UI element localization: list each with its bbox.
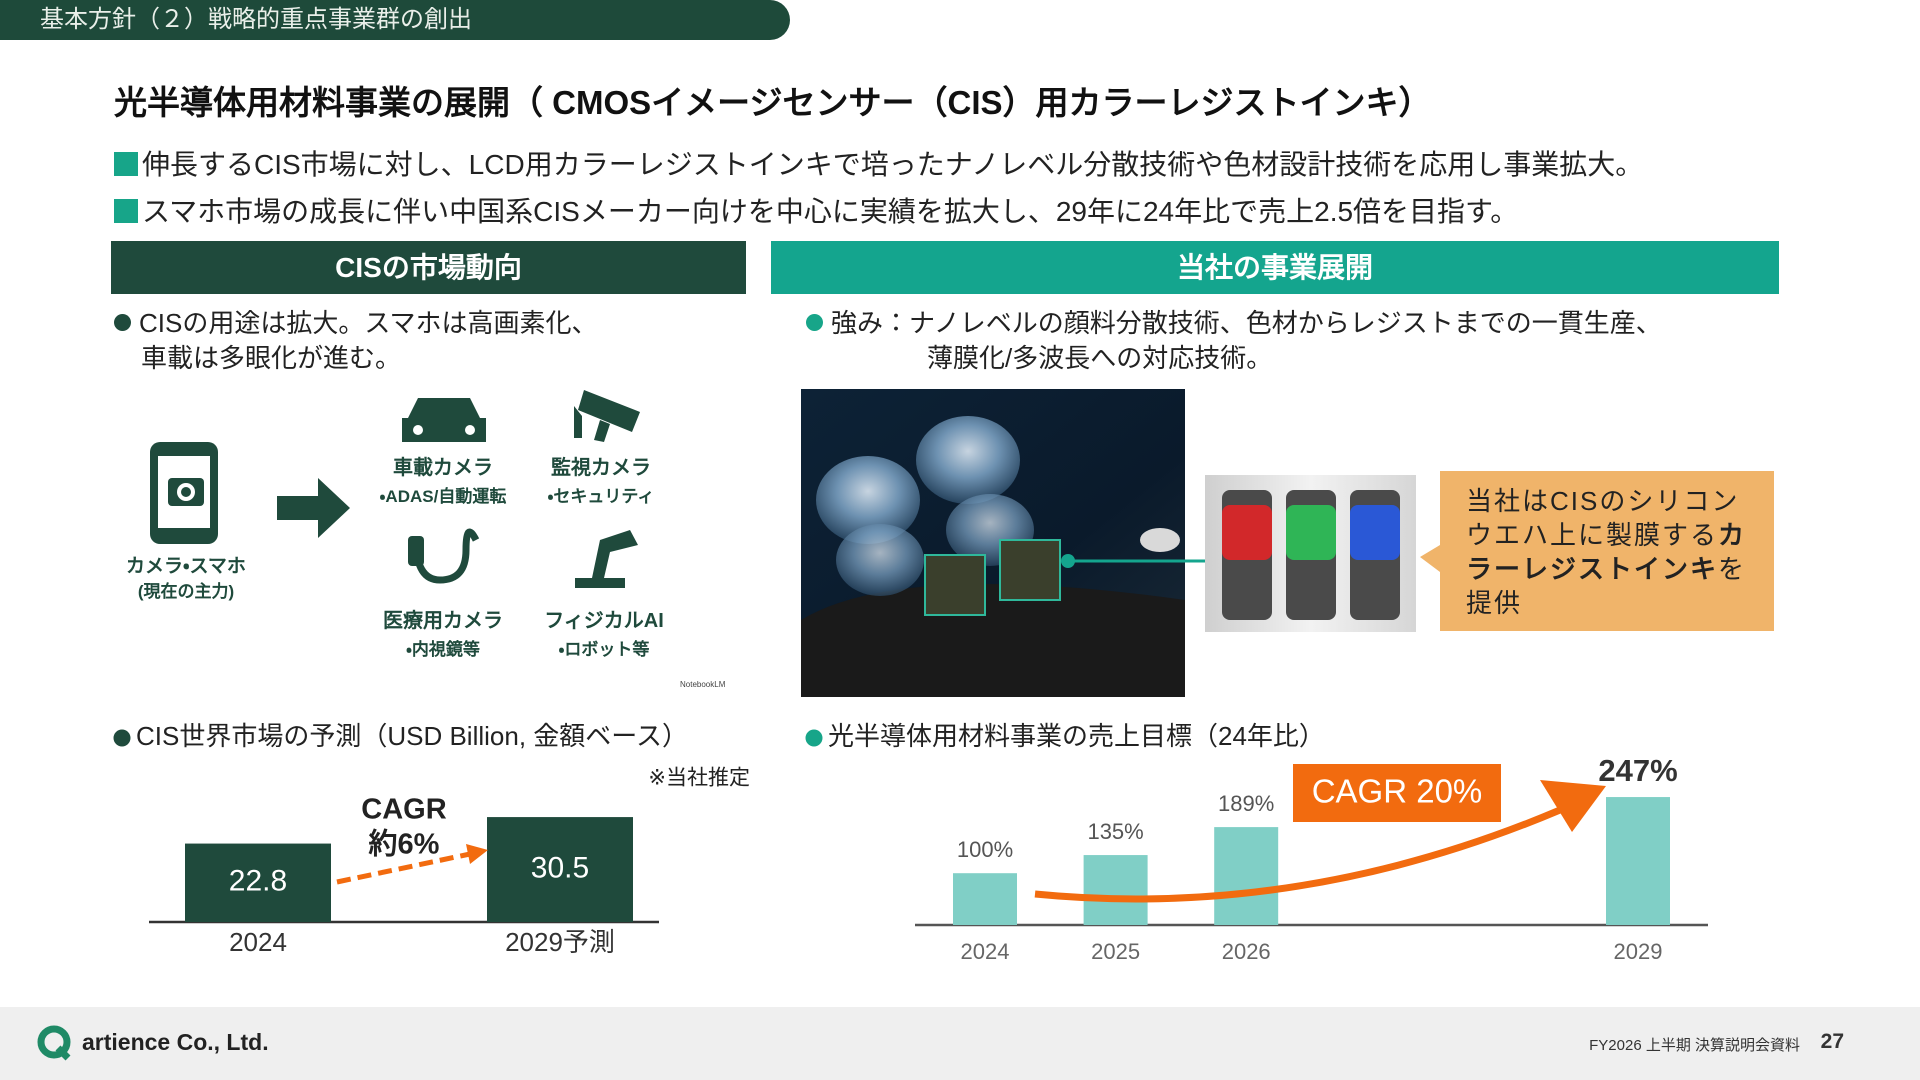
company-name: artience Co., Ltd. (82, 1029, 269, 1055)
category-label: 2029 (1614, 939, 1663, 964)
label: ・内視鏡等 (406, 640, 480, 659)
callout-text: 当社はCISのシリコンウエハ上に製膜するカラーレジストインキを提供 (1466, 484, 1756, 620)
bar (185, 843, 331, 922)
label: カメラ・スマホ (126, 556, 246, 577)
growth-arrow (1034, 806, 1562, 903)
chart-note: ※当社推定 (648, 767, 750, 790)
bullet-text: スマホ市場の成長に伴い中国系CISメーカー向けを中心に実績を拡大し、29年に24… (142, 196, 1519, 227)
bar (1214, 827, 1279, 925)
bullet-text: 伸長するCIS市場に対し、LCD用カラーレジストインキで培ったナノレベル分散技術… (142, 149, 1644, 180)
image-credit: NotebookLM (680, 680, 726, 689)
annotation: CAGR (361, 794, 446, 826)
bullet-text: CISの用途は拡大。スマホは高画素化、 (139, 308, 598, 338)
callout-text-part: 当社はCISのシリコンウエハ上に製膜する (1466, 486, 1740, 550)
bullet-dot (113, 729, 131, 747)
label: (現在の主力) (137, 582, 235, 601)
cctv-icon (574, 390, 640, 442)
value-label: 100% (957, 837, 1013, 862)
value-label: 247% (1598, 753, 1677, 788)
label: 医療用カメラ (383, 610, 503, 632)
annotation: CAGR 20% (1312, 773, 1483, 810)
growth-arrow-head (1540, 780, 1606, 832)
chart-title: CIS世界市場の予測（USD Billion, 金額ベース） (136, 721, 688, 751)
callout-text-part: を提供 (1466, 554, 1747, 618)
value-label: 135% (1087, 819, 1143, 844)
connector-dot (1061, 554, 1075, 568)
bar-chart: CIS世界市場の予測（USD Billion, 金額ベース） ※当社推定 22.8 2… (113, 721, 750, 957)
bullet: スマホ市場の成長に伴い中国系CISメーカー向けを中心に実績を拡大し、29年に24… (114, 190, 1518, 230)
bar (487, 817, 633, 922)
use-label: 車載カメラ・ADAS/自動運転 (363, 455, 523, 511)
phone-label: カメラ・スマホ (現在の主力) (106, 554, 266, 604)
bullet-text: 強み：ナノレベルの顔料分散技術、色材からレジストまでの一貫生産、 (831, 308, 1662, 338)
bar-chart: 光半導体用材料事業の売上目標（24年比） 100% 2024 135% 2025 189%… (805, 721, 1708, 964)
endoscope-handle (408, 536, 424, 566)
camera-lens-inner (181, 487, 191, 497)
section-heading: CISの市場動向 (335, 252, 522, 283)
category-label: 2026 (1222, 939, 1271, 964)
photo-camera-module (801, 389, 1185, 697)
callout-box (1420, 471, 1774, 631)
category-label: 2029予測 (505, 927, 615, 957)
car-light (465, 425, 475, 435)
use-label: 監視カメラ・セキュリティ (521, 455, 681, 511)
callout-emphasis: カラーレジストインキ (1466, 520, 1747, 584)
arrow-icon (277, 478, 350, 538)
car-icon (402, 398, 486, 442)
section-label: 基本方針（２）戦略的重点事業群の創出 (40, 6, 472, 33)
growth-arrow-head (466, 844, 488, 864)
label: ・ADAS/自動運転 (379, 487, 507, 506)
bullet-text: 薄膜化/多波長への対応技術。 (927, 343, 1273, 373)
value-label: 30.5 (531, 851, 589, 884)
chart-title: 光半導体用材料事業の売上目標（24年比） (828, 721, 1325, 751)
value-label: 22.8 (229, 865, 287, 898)
logo-mark (37, 1025, 71, 1061)
bar (1083, 855, 1148, 925)
bar (953, 873, 1017, 925)
endoscope-icon (412, 528, 480, 584)
bullet-text: 車載は多眼化が進む。 (141, 343, 402, 373)
label: ・セキュリティ (547, 487, 655, 506)
section-banner (0, 0, 790, 40)
right-heading-box (771, 241, 1779, 294)
photo-ink-vials (1205, 475, 1416, 632)
footer-band (0, 1007, 1920, 1080)
category-label: 2024 (961, 939, 1010, 964)
charts: CIS世界市場の予測（USD Billion, 金額ベース） ※当社推定 22.8 2… (113, 721, 1708, 964)
document-name: FY2026 上半期 決算説明会資料 (1589, 1037, 1800, 1054)
label: フィジカルAI (544, 610, 664, 632)
use-label: フィジカルAI ・ロボット等 (524, 608, 684, 664)
page-number: 27 (1820, 1030, 1844, 1053)
slide-title: 光半導体用材料事業の展開（ CMOSイメージセンサー（CIS）用カラーレジストイ… (114, 84, 1432, 121)
label: ・ロボット等 (558, 640, 650, 659)
left-bullet: CISの用途は拡大。スマホは高画素化、 車載は多眼化が進む。 (114, 306, 598, 376)
bullet-dot (805, 729, 823, 747)
right-bullet: 強み：ナノレベルの顔料分散技術、色材からレジストまでの一貫生産、薄膜化/多波長へ… (806, 306, 1662, 376)
section-heading: 当社の事業展開 (1176, 252, 1373, 283)
robot-arm-icon (575, 530, 638, 588)
left-heading-box (111, 241, 746, 294)
annotation: 約6% (369, 828, 440, 861)
bullet: 伸長するCIS市場に対し、LCD用カラーレジストインキで培ったナノレベル分散技術… (114, 143, 1643, 183)
label: 車載カメラ (393, 457, 493, 479)
category-label: 2024 (229, 927, 287, 957)
bar (1606, 797, 1670, 925)
use-icons (150, 390, 640, 588)
category-label: 2025 (1091, 939, 1140, 964)
label: 監視カメラ (551, 457, 651, 479)
annotation-box (1293, 764, 1501, 822)
car-light (413, 425, 423, 435)
growth-arrow (336, 851, 471, 885)
use-label: 医療用カメラ ・内視鏡等 (363, 608, 523, 664)
value-label: 189% (1218, 791, 1274, 816)
